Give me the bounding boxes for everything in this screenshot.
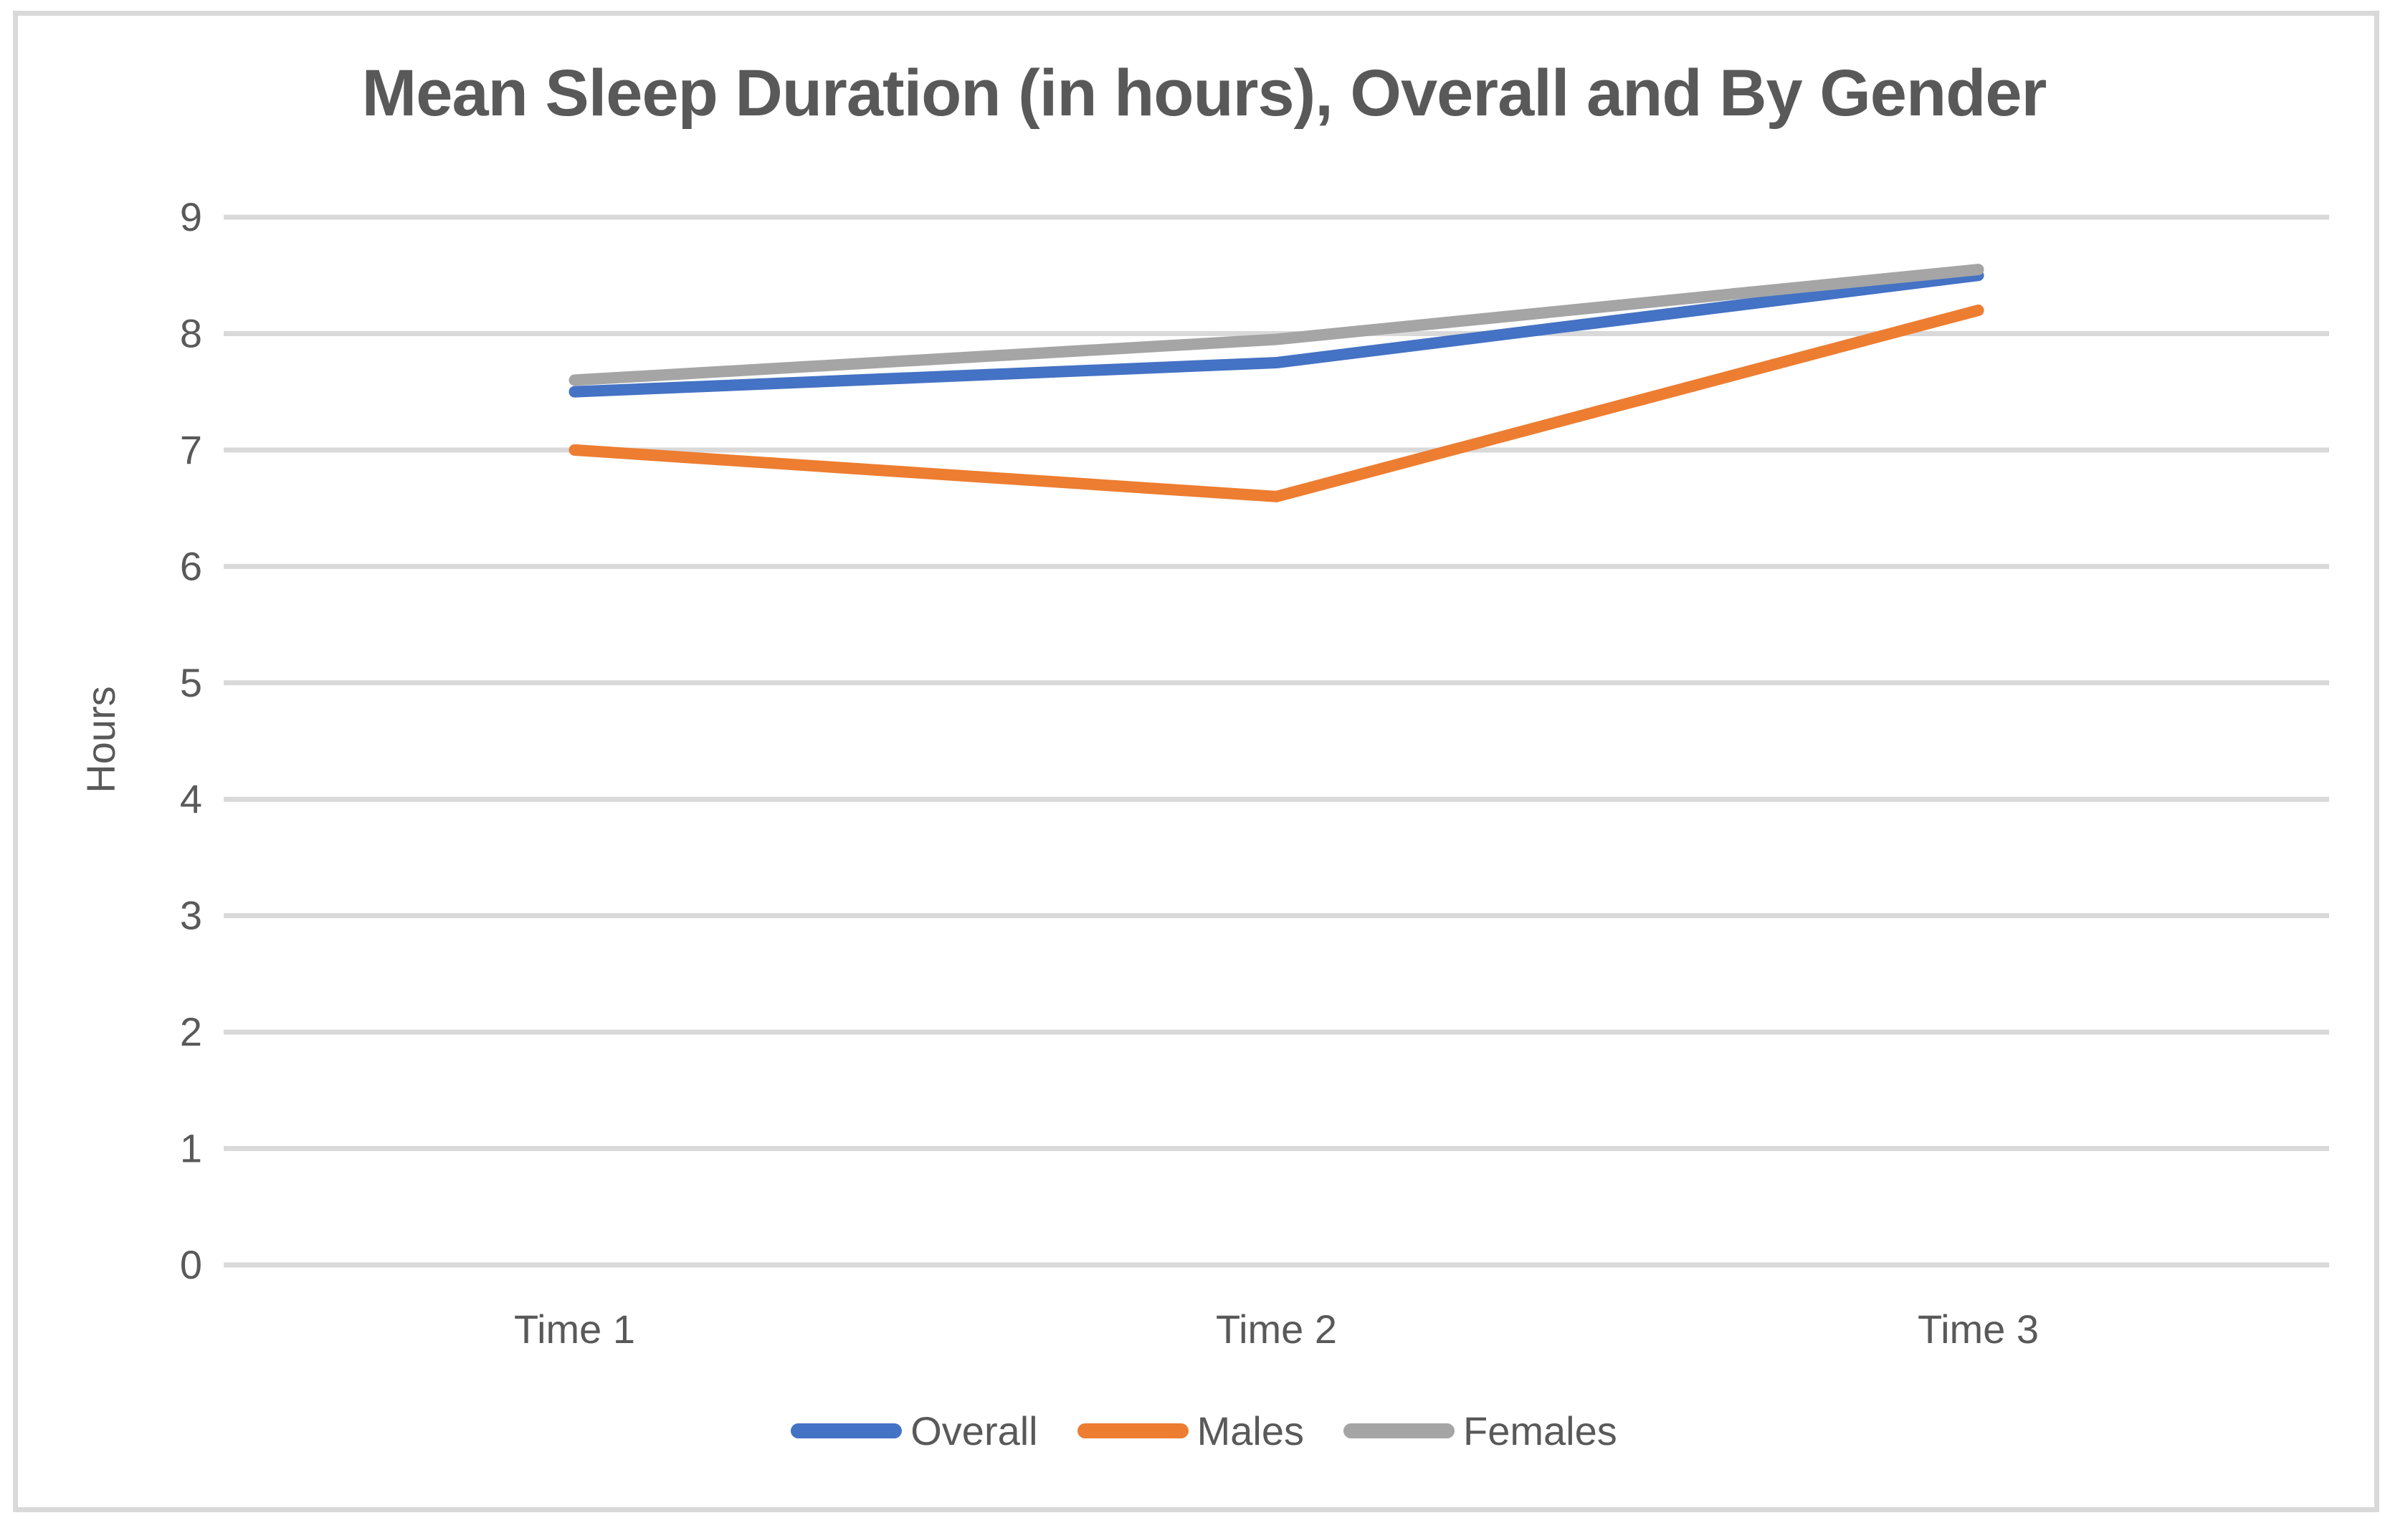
y-tick-label: 9 <box>180 194 202 239</box>
series-line-females <box>568 264 1984 386</box>
legend-label-males: Males <box>1196 1408 1305 1453</box>
legend-label-females: Females <box>1463 1408 1617 1453</box>
y-tick-label: 3 <box>180 893 202 938</box>
series-line-overall <box>568 269 1984 398</box>
chart-border-frame <box>13 11 2379 1512</box>
y-tick-label: 7 <box>180 427 202 472</box>
x-tick-label: Time 2 <box>1216 1307 1337 1352</box>
legend: Overall Males Females <box>0 1409 2408 1453</box>
legend-label-overall: Overall <box>910 1408 1038 1453</box>
legend-swatch-overall <box>791 1423 903 1439</box>
legend-swatch-females <box>1343 1423 1455 1439</box>
y-tick-label: 1 <box>180 1126 202 1171</box>
y-tick-label: 0 <box>180 1242 202 1287</box>
y-tick-label: 5 <box>180 660 202 705</box>
y-tick-label: 2 <box>180 1009 202 1054</box>
legend-item-females: Females <box>1343 1409 1617 1453</box>
y-tick-label: 4 <box>180 776 202 821</box>
legend-item-males: Males <box>1077 1409 1304 1453</box>
legend-item-overall: Overall <box>791 1408 1038 1453</box>
x-tick-label: Time 1 <box>514 1307 635 1352</box>
y-axis-title: Hours <box>78 686 123 793</box>
x-tick-label: Time 3 <box>1918 1307 2039 1352</box>
chart-title: Mean Sleep Duration (in hours), Overall … <box>361 57 2047 130</box>
y-tick-label: 6 <box>180 543 202 588</box>
legend-swatch-males <box>1077 1423 1189 1439</box>
y-tick-label: 8 <box>180 310 202 355</box>
series-line-males <box>568 304 1984 502</box>
